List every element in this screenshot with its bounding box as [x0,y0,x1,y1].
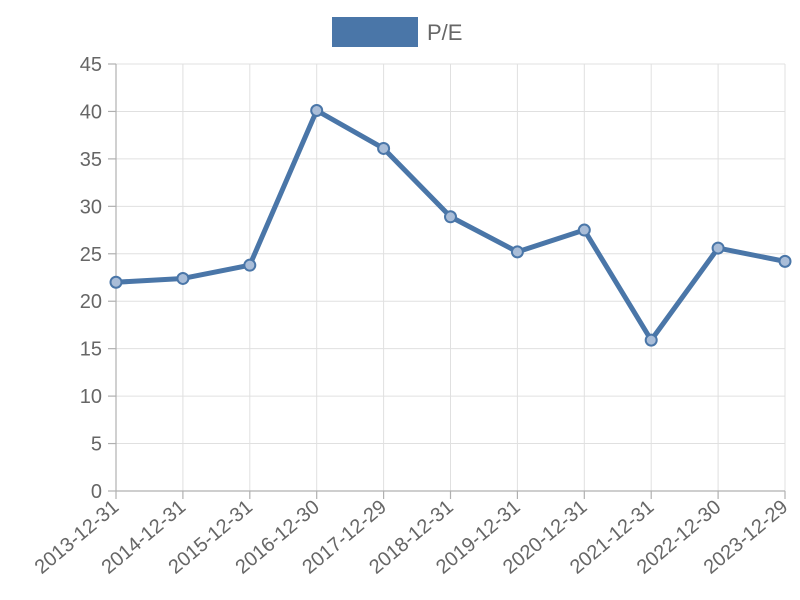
data-point [577,223,591,237]
y-tick-label: 25 [80,244,102,266]
data-point [109,275,123,289]
legend-swatch-pe [332,17,418,47]
y-axis-ticks: 0 5 10 15 20 25 30 35 40 45 [80,54,116,503]
y-tick-label: 35 [80,149,102,171]
data-point [711,241,725,255]
y-tick-label: 30 [80,196,102,218]
data-point [644,333,658,347]
y-tick-label: 15 [80,339,102,361]
data-point [310,103,324,117]
y-tick-label: 5 [91,434,102,456]
data-point [243,258,257,272]
y-tick-label: 10 [80,386,102,408]
legend-label-pe: P/E [427,20,462,45]
y-tick-label: 20 [80,291,102,313]
data-point [778,254,792,268]
data-point [377,141,391,155]
x-axis-ticks: 2013-12-312014-12-312015-12-312016-12-30… [31,491,792,579]
series-pe [109,103,792,347]
y-tick-label: 0 [91,481,102,503]
data-point [176,271,190,285]
data-point [444,210,457,224]
data-point [510,245,524,259]
legend: P/E [332,17,462,47]
y-tick-label: 45 [80,54,102,76]
y-tick-label: 40 [80,101,102,123]
grid [116,63,786,491]
